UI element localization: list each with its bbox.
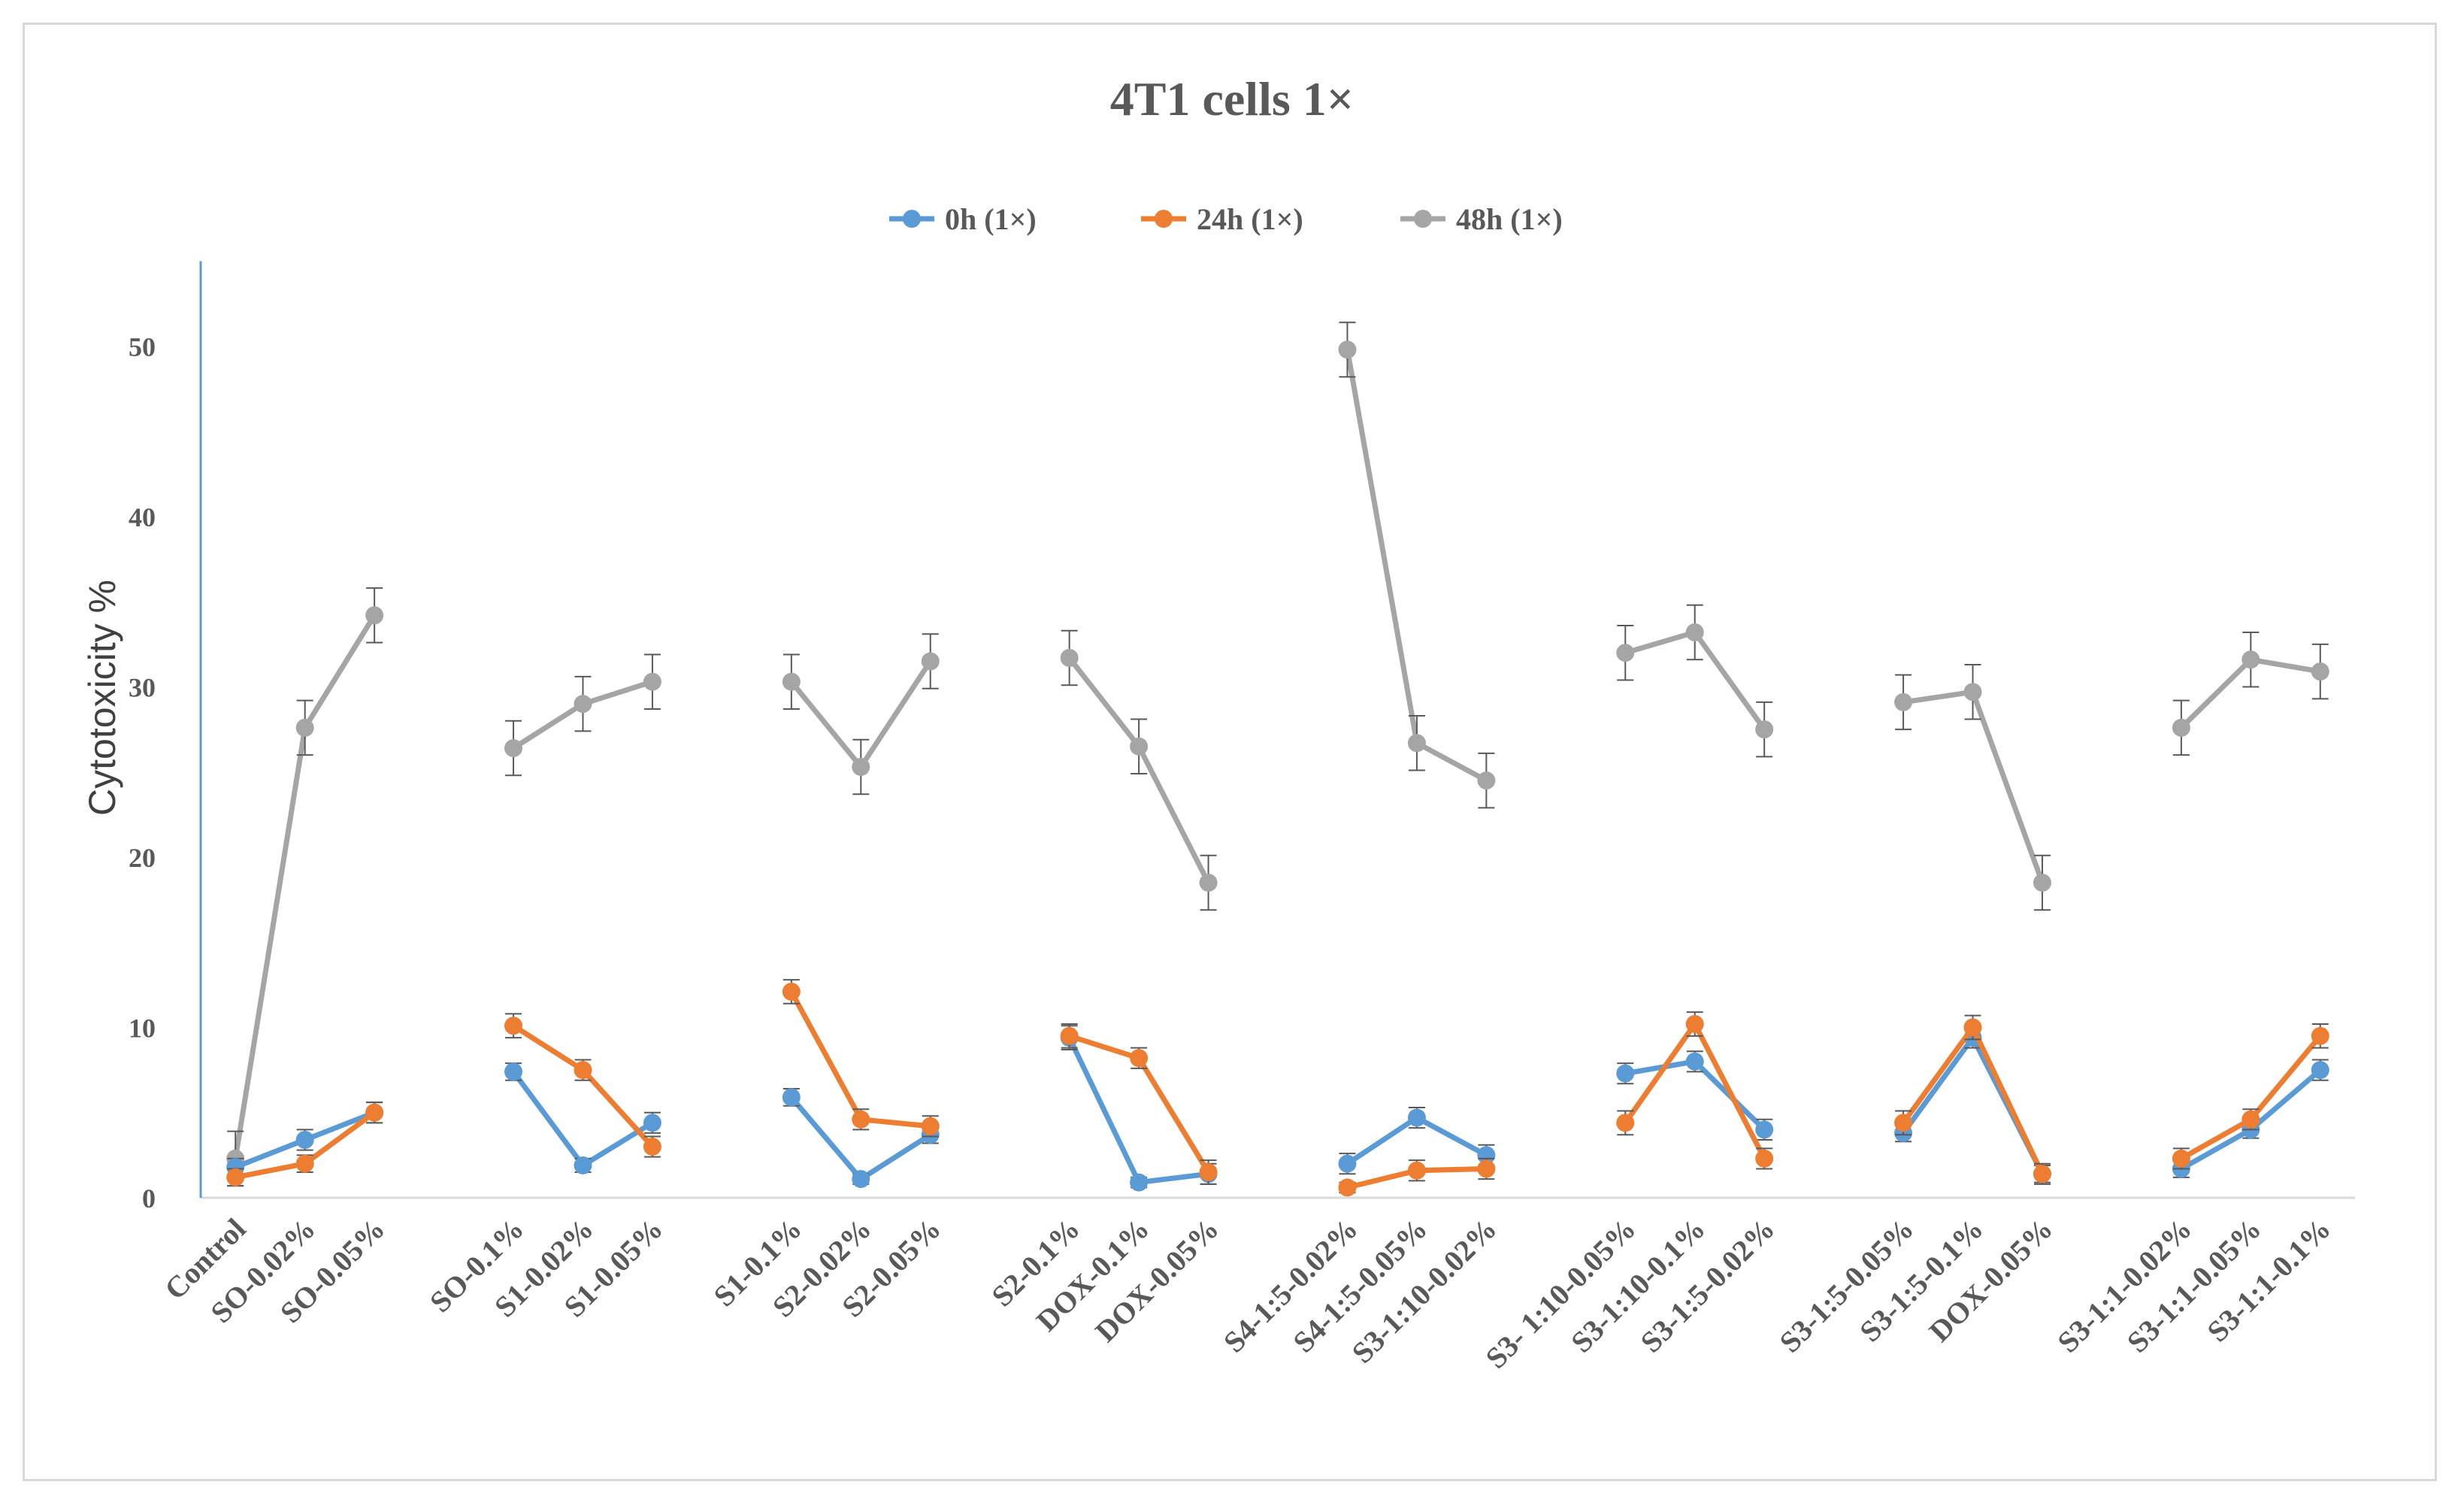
data-point: [643, 1138, 661, 1156]
data-point: [1338, 1154, 1357, 1173]
line-chart: 4T1 cells 1× Cytotoxicity % 0h (1×) 24h (…: [81, 72, 2355, 1375]
y-tick-label: 10: [129, 1014, 156, 1044]
data-point: [1338, 1178, 1357, 1197]
data-point: [295, 1154, 314, 1173]
data-point: [1477, 1146, 1496, 1165]
data-point: [782, 672, 801, 691]
data-point: [1755, 1149, 1774, 1168]
data-point: [1755, 720, 1774, 739]
data-point: [2311, 662, 2329, 681]
legend-label: 48h (1×): [1456, 202, 1563, 236]
data-point: [365, 606, 384, 625]
series-line: [512, 1023, 655, 1149]
data-point: [1407, 1108, 1426, 1127]
data-point: [2033, 1165, 2051, 1183]
data-point: [1407, 734, 1426, 753]
data-point: [1060, 1026, 1079, 1045]
data-point: [504, 739, 523, 758]
data-point: [1338, 341, 1357, 359]
data-point: [1685, 623, 1704, 642]
data-point: [504, 1062, 523, 1081]
data-point: [1616, 1114, 1635, 1132]
data-point: [1894, 1114, 1913, 1132]
data-point: [1755, 1120, 1774, 1139]
data-point: [782, 982, 801, 1001]
data-point: [1199, 1163, 1218, 1182]
data-point: [643, 1114, 661, 1132]
series-line: [1623, 1021, 1767, 1160]
data-point: [1477, 771, 1496, 790]
y-tick-label: 40: [129, 502, 156, 532]
data-point: [2242, 1110, 2260, 1129]
legend-marker: [1155, 210, 1173, 228]
data-point: [1130, 1173, 1149, 1192]
data-point: [574, 1061, 592, 1080]
data-point: [1130, 1049, 1149, 1068]
data-point: [365, 1103, 384, 1122]
data-point: [1130, 737, 1149, 756]
data-point: [2242, 650, 2260, 669]
data-point: [782, 1088, 801, 1107]
y-tick-label: 0: [142, 1183, 156, 1214]
data-point: [2172, 718, 2190, 737]
data-point: [1616, 1064, 1635, 1083]
data-point: [1199, 873, 1218, 892]
series-line: [511, 1070, 654, 1168]
data-point: [1685, 1052, 1704, 1071]
data-point: [921, 1117, 940, 1135]
series-line: [2180, 1034, 2323, 1161]
data-point: [1963, 683, 1982, 702]
data-point: [1963, 1018, 1982, 1037]
series-line: [232, 614, 377, 1159]
chart-title: 4T1 cells 1×: [1110, 72, 1354, 126]
legend-label: 0h (1×): [945, 202, 1037, 236]
data-point: [1894, 692, 1913, 711]
data-point: [226, 1168, 245, 1186]
series-line: [1902, 689, 2045, 884]
data-point: [852, 757, 870, 776]
data-point: [295, 1130, 314, 1149]
legend: 0h (1×) 24h (1×) 48h (1×): [889, 202, 1563, 236]
series-line: [1901, 1035, 2045, 1175]
data-point: [2311, 1026, 2329, 1045]
y-axis-title: Cytotoxicity %: [81, 580, 123, 816]
plot-area: [226, 321, 2329, 1197]
legend-marker: [1414, 210, 1432, 228]
data-point: [643, 672, 661, 691]
data-point: [574, 695, 592, 714]
data-point: [2172, 1149, 2190, 1168]
data-point: [1407, 1161, 1426, 1180]
series-1: [226, 979, 2329, 1197]
data-point: [295, 718, 314, 737]
y-tick-label: 30: [129, 673, 156, 703]
data-point: [2033, 873, 2051, 892]
data-point: [1616, 644, 1635, 662]
data-point: [1477, 1159, 1496, 1178]
data-point: [852, 1110, 870, 1129]
data-point: [574, 1156, 592, 1174]
data-point: [504, 1017, 523, 1035]
y-tick-label: 50: [129, 332, 156, 362]
legend-marker: [903, 210, 921, 228]
data-point: [1060, 648, 1079, 667]
legend-label: 24h (1×): [1197, 202, 1303, 236]
series-2: [226, 321, 2329, 1187]
series-line: [789, 990, 931, 1129]
data-point: [1685, 1014, 1704, 1033]
data-point: [921, 652, 940, 671]
chart-frame: 4T1 cells 1× Cytotoxicity % 0h (1×) 24h (…: [23, 23, 2437, 1481]
data-point: [852, 1170, 870, 1189]
data-point: [2311, 1061, 2329, 1080]
y-tick-label: 20: [129, 843, 156, 873]
